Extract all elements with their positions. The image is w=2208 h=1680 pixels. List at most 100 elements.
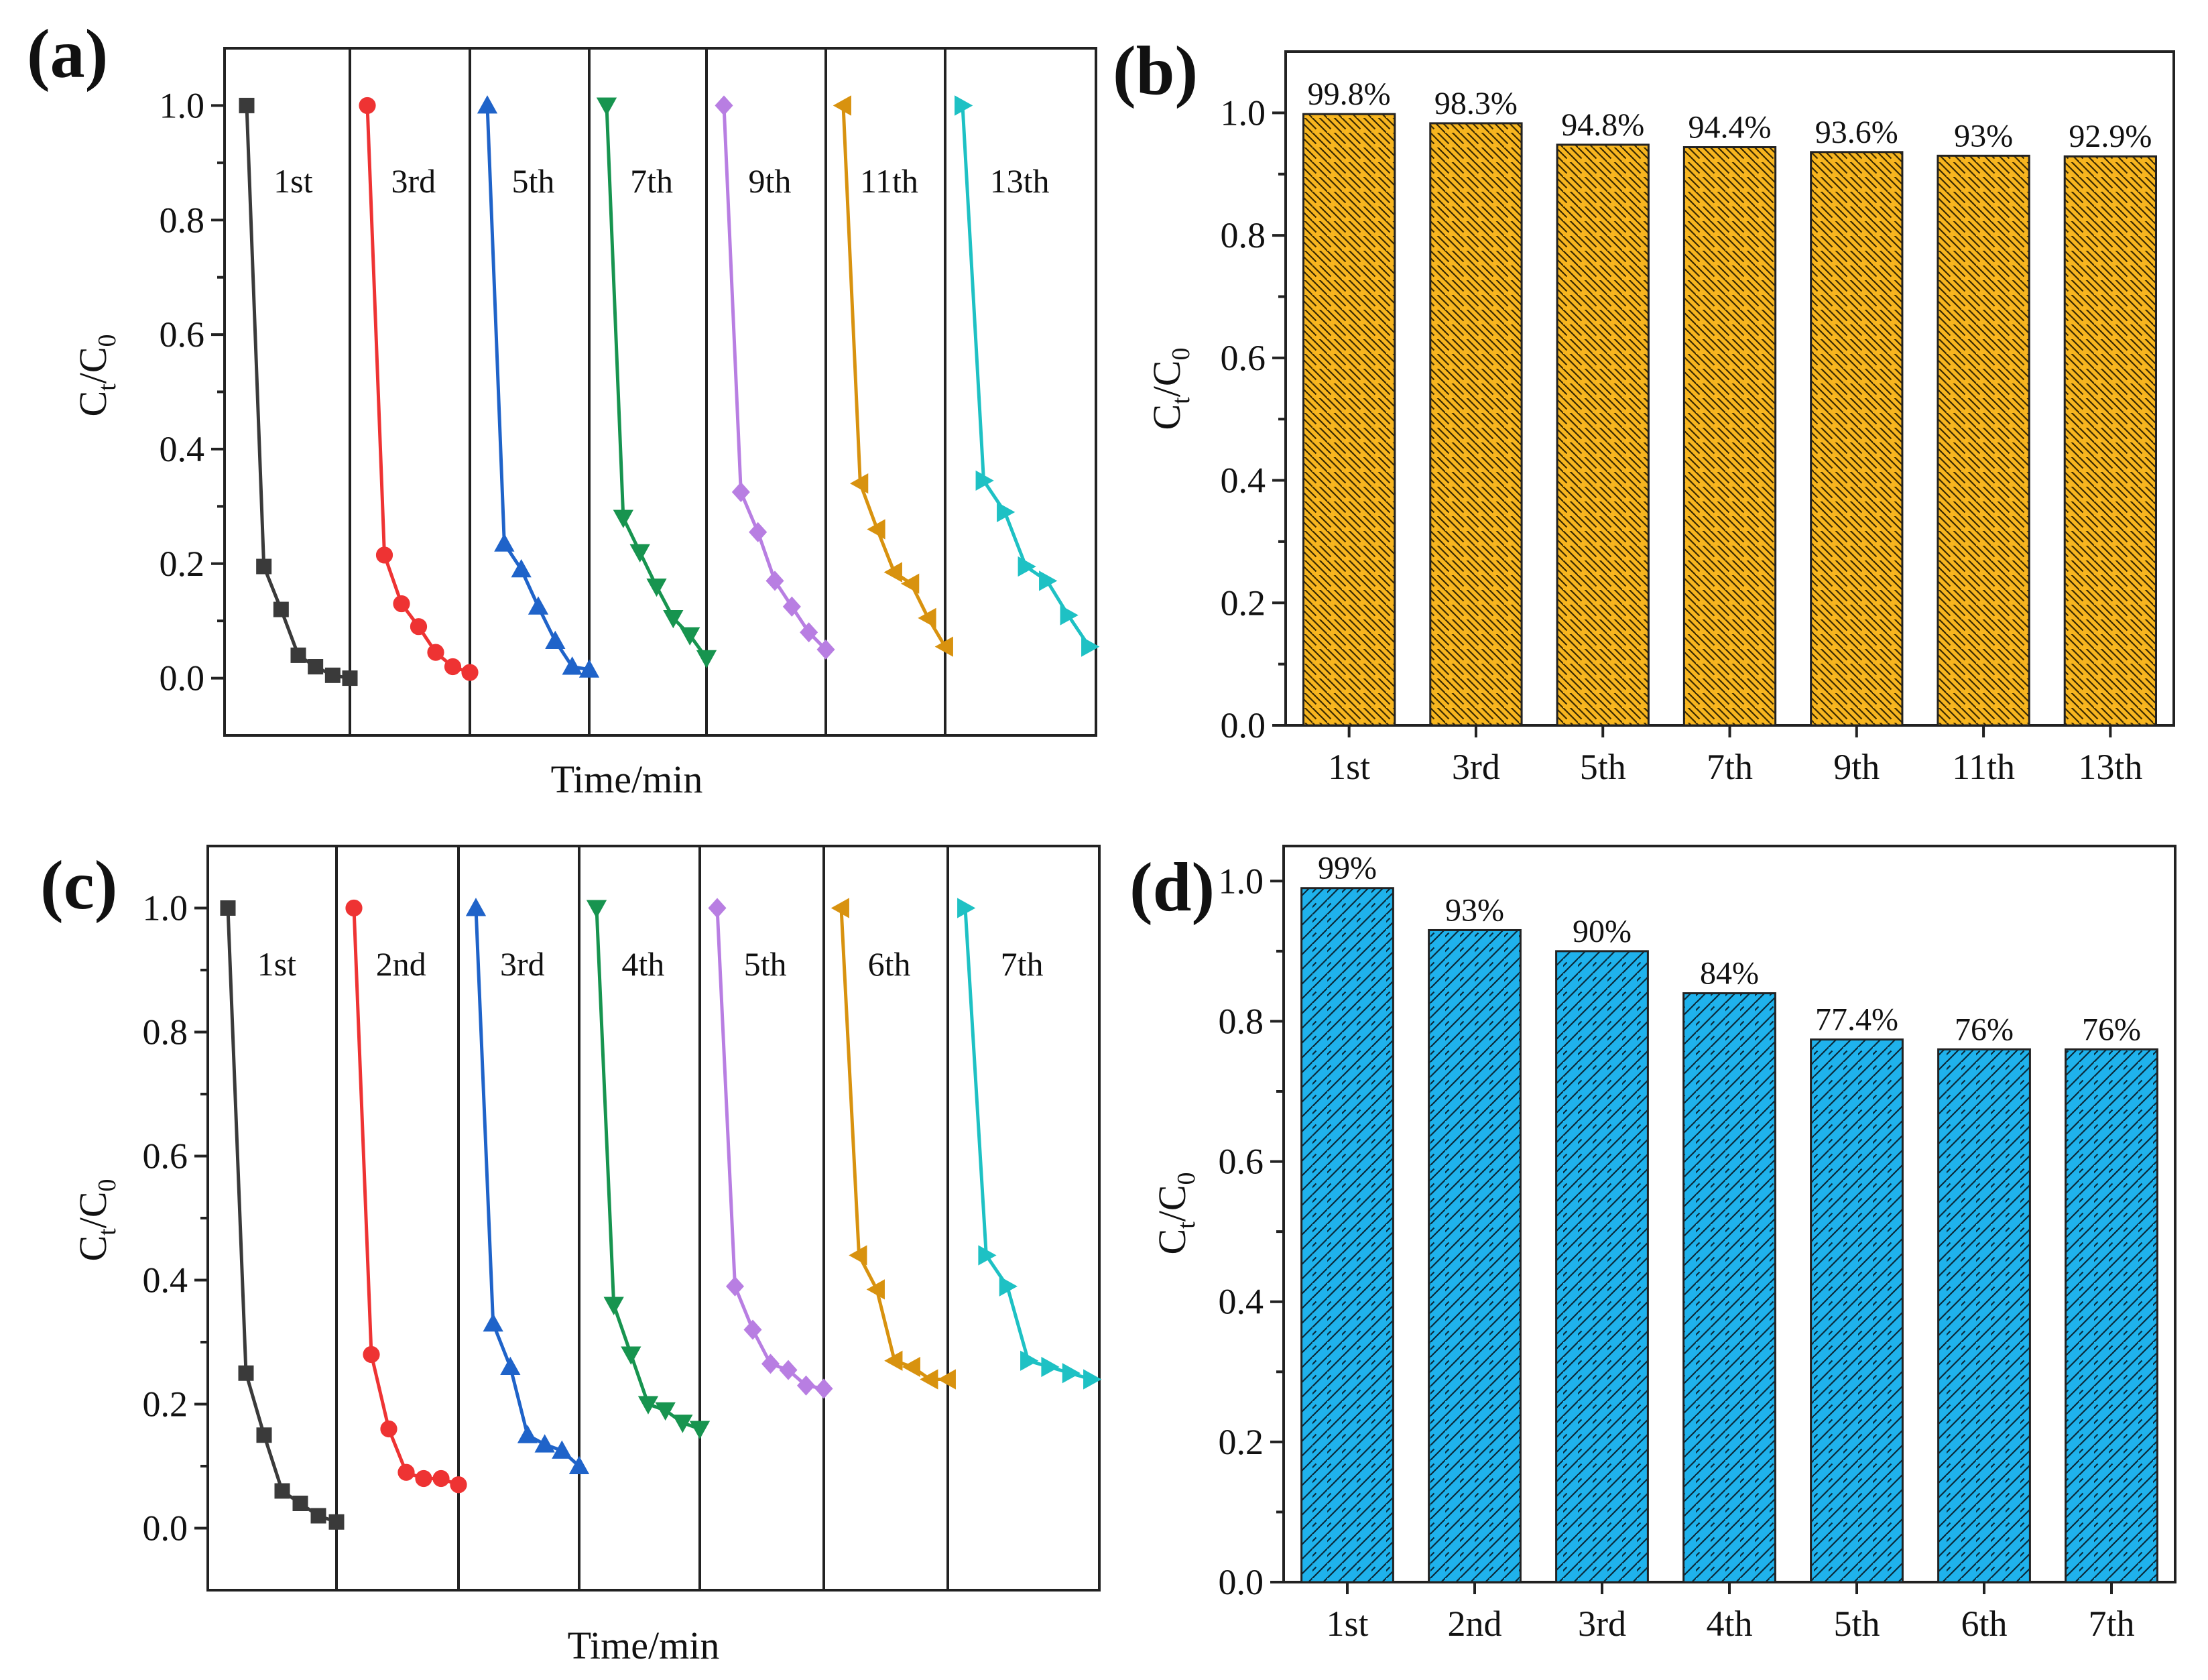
panel-a-cycle-labels: 1st 3rd 5th 7th 9th 11th 13th [273, 162, 1049, 200]
panel-b-bar-7th [1682, 146, 1777, 727]
panel-a-xlabel: Time/min [551, 758, 703, 801]
panel-a-series-9th [715, 95, 835, 660]
panel-d-xtick-label-6th: 6th [1961, 1604, 2007, 1644]
panel-c-point-6th-2 [866, 1279, 885, 1300]
panel-a-ytick-label-2: 0.4 [160, 429, 205, 469]
panel-c-point-4th-0 [586, 900, 607, 918]
panel-a-series-13th [955, 95, 1100, 657]
panel-c-xlabel: Time/min [568, 1624, 720, 1667]
panel-c-series-line-2nd [352, 908, 459, 1487]
panel-c-point-4th-3 [637, 1396, 659, 1415]
panel-d-bar-5th [1810, 1038, 1904, 1583]
panel-c-point-6th-3 [884, 1350, 903, 1371]
panel-c-cycle-label-3rd: 3rd [500, 945, 545, 983]
panel-a-point-1st-2 [273, 601, 289, 617]
panel-c-point-1st-6 [328, 1514, 345, 1530]
panel-b-bar-label-9th: 93.6% [1815, 115, 1898, 150]
panel-a-yticks: 0.0 0.2 0.4 0.6 0.8 1.0 [160, 85, 225, 699]
panel-d-xtick-label-3rd: 3rd [1578, 1604, 1626, 1644]
panel-a-point-7th-2 [629, 544, 650, 562]
panel-a-cycle-label-13th: 13th [990, 162, 1050, 200]
panel-d-bar-label-3rd: 90% [1573, 914, 1632, 949]
panel-c-point-2nd-5 [432, 1469, 450, 1488]
panel-a-point-13th-0 [955, 95, 973, 116]
panel-d-bar-label-7th: 76% [2082, 1012, 2141, 1047]
panel-d-ytick-label-0: 0.0 [1219, 1562, 1264, 1602]
panel-c-point-7th-1 [978, 1245, 997, 1266]
panel-a-point-5th-1 [494, 533, 515, 552]
panel-c-point-1st-0 [220, 900, 236, 916]
panel-c-point-3rd-2 [500, 1356, 521, 1375]
panel-a-point-9th-3 [765, 571, 784, 591]
panel-c-point-5th-0 [708, 898, 727, 918]
panel-c-point-3rd-1 [483, 1313, 503, 1332]
panel-d-bar-label-4th: 84% [1700, 956, 1759, 992]
panel-a-point-3rd-6 [461, 664, 479, 681]
panel-c-point-4th-2 [621, 1346, 641, 1365]
panel-b-bars [1302, 113, 2158, 727]
panel-b-bar-labels: 99.8% 98.3% 94.8% 94.4% 93.6% 93% 92.9% [1308, 76, 2152, 154]
panel-a-point-3rd-5 [444, 658, 462, 676]
panel-b-ylabel: Ct/C0 [1145, 347, 1195, 430]
panel-a-series-11th [833, 95, 953, 657]
panel-c-ytick-label-2: 0.4 [143, 1260, 188, 1301]
panel-a-point-11th-3 [883, 562, 902, 583]
panel-c-point-1st-1 [238, 1365, 254, 1381]
panel-c-point-2nd-1 [363, 1345, 380, 1364]
panel-c-point-4th-1 [603, 1297, 624, 1315]
panel-a-point-11th-4 [901, 573, 920, 594]
panel-b-bar-5th [1556, 143, 1650, 727]
panel-d-bars [1300, 887, 2158, 1583]
panel-a-point-3rd-3 [410, 618, 428, 636]
panel-a-point-9th-6 [816, 639, 835, 660]
panel-c-point-4th-6 [689, 1421, 711, 1439]
panel-d: (d) 0.0 0.2 0.4 0.6 0.8 1.0 99% 93% 90% 84% 77.4%… [1129, 845, 2176, 1644]
panel-b-letter: (b) [1113, 32, 1198, 109]
panel-a-series-7th [596, 97, 717, 669]
panel-d-ytick-label-4: 0.8 [1219, 1001, 1264, 1041]
panel-a-point-11th-6 [934, 636, 953, 657]
panel-c-series-line-1st [226, 908, 337, 1524]
panel-c-point-1st-5 [310, 1508, 326, 1524]
panel-a-point-13th-4 [1039, 571, 1058, 591]
panel-c-ytick-label-3: 0.6 [143, 1136, 188, 1177]
panel-d-bar-3rd [1555, 950, 1649, 1583]
panel-a-point-9th-0 [715, 95, 733, 116]
panel-c-point-3rd-4 [534, 1434, 555, 1453]
panel-c-cycle-label-4th: 4th [621, 945, 664, 983]
panel-c-cycle-label-2nd: 2nd [376, 945, 426, 983]
panel-c-point-7th-2 [999, 1276, 1018, 1297]
panel-a-point-11th-5 [918, 607, 936, 629]
panel-a-series-1st [239, 97, 358, 686]
panel-a-point-5th-2 [511, 558, 532, 578]
panel-a-point-5th-3 [528, 596, 549, 615]
panel-a-point-13th-3 [1018, 556, 1036, 577]
panel-c-point-7th-3 [1020, 1350, 1039, 1371]
panel-b-bar-13th [2063, 155, 2158, 727]
panel-a-point-9th-2 [749, 522, 768, 542]
panel-c-point-2nd-3 [397, 1463, 415, 1481]
panel-a-point-13th-1 [975, 470, 994, 491]
panel-b-xtick-label-13th: 13th [2078, 747, 2142, 787]
panel-c-series-7th [957, 898, 1102, 1390]
panel-c-separators [335, 846, 949, 1590]
panel-c-point-5th-4 [779, 1360, 798, 1380]
panel-c-cycle-labels: 1st 2nd 3rd 4th 5th 6th 7th [257, 945, 1044, 983]
panel-a-point-7th-0 [596, 97, 617, 116]
panel-a-cycle-label-7th: 7th [630, 162, 673, 200]
panel-b-xtick-label-1st: 1st [1328, 747, 1370, 787]
panel-a-point-5th-4 [545, 630, 566, 650]
panel-a-point-3rd-0 [359, 97, 376, 115]
panel-d-bar-2nd [1428, 928, 1522, 1583]
panel-d-bar-label-1st: 99% [1318, 851, 1377, 886]
panel-c-point-2nd-0 [345, 899, 363, 917]
panel-c-series-3rd [465, 898, 590, 1474]
panel-b-ytick-label-1: 0.2 [1221, 583, 1266, 623]
panel-a-point-9th-4 [782, 596, 801, 617]
panel-c-cycle-label-6th: 6th [868, 945, 911, 983]
panel-d-letter: (d) [1129, 849, 1215, 926]
panel-c-point-6th-4 [902, 1356, 920, 1378]
panel-c-point-5th-5 [796, 1375, 816, 1396]
panel-c-point-7th-4 [1041, 1356, 1060, 1378]
